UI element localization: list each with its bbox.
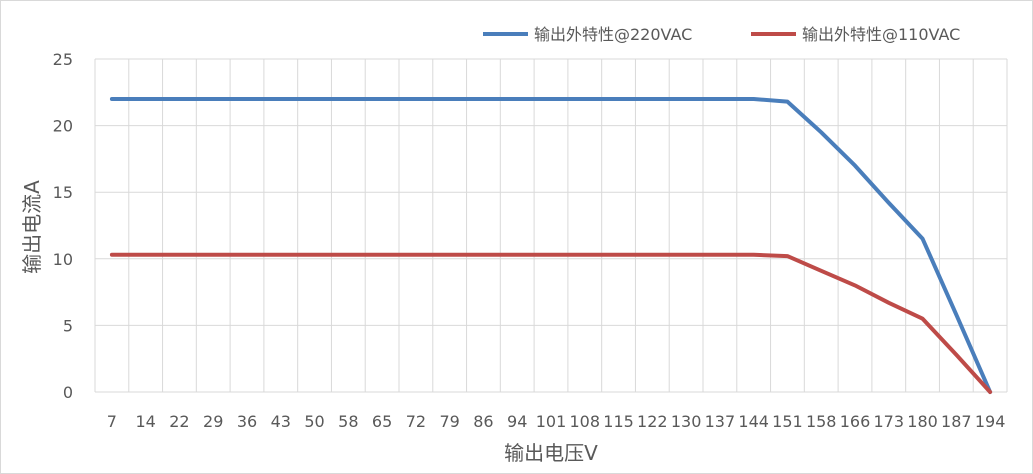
- y-tick-label-0: 0: [63, 383, 73, 402]
- y-axis-title: 输出电流A: [20, 180, 44, 274]
- x-tick-label-4: 36: [237, 412, 257, 431]
- y-tick-label-5: 25: [53, 50, 73, 69]
- x-tick-label-2: 22: [169, 412, 189, 431]
- x-axis-ticks: 7 14 22 29 36 43 50 58 65 72 79 86 94 101 108 115 122 130…: [107, 412, 1006, 431]
- y-axis-ticks: 0 5 10 15 20 25: [53, 50, 73, 402]
- y-tick-label-1: 5: [63, 316, 73, 335]
- series-line-0: [109, 97, 993, 394]
- x-tick-label-26: 194: [975, 412, 1006, 431]
- x-tick-label-21: 158: [806, 412, 837, 431]
- series-line-1: [109, 252, 993, 394]
- x-tick-label-1: 14: [135, 412, 155, 431]
- x-axis-title: 输出电压V: [504, 441, 598, 465]
- x-tick-label-7: 58: [338, 412, 358, 431]
- y-tick-label-2: 10: [53, 250, 73, 269]
- y-tick-label-3: 15: [53, 183, 73, 202]
- x-tick-label-22: 166: [840, 412, 871, 431]
- x-tick-label-13: 101: [536, 412, 567, 431]
- x-tick-label-15: 115: [603, 412, 634, 431]
- grid-lines: [94, 58, 1008, 393]
- x-tick-label-9: 72: [406, 412, 426, 431]
- x-tick-label-11: 86: [473, 412, 493, 431]
- legend-label-110vac: 输出外特性@110VAC: [802, 25, 960, 44]
- x-tick-label-8: 65: [372, 412, 392, 431]
- legend-label-220vac: 输出外特性@220VAC: [534, 25, 692, 44]
- x-tick-label-3: 29: [203, 412, 223, 431]
- legend: 输出外特性@220VAC 输出外特性@110VAC: [483, 25, 960, 44]
- x-tick-label-25: 187: [941, 412, 972, 431]
- x-tick-label-23: 173: [874, 412, 905, 431]
- x-tick-label-6: 50: [304, 412, 324, 431]
- x-tick-label-10: 79: [439, 412, 459, 431]
- x-tick-label-20: 151: [772, 412, 803, 431]
- x-tick-label-16: 122: [637, 412, 668, 431]
- x-tick-label-24: 180: [907, 412, 938, 431]
- x-tick-label-0: 7: [107, 412, 117, 431]
- x-tick-label-5: 43: [271, 412, 291, 431]
- x-tick-label-18: 137: [705, 412, 736, 431]
- x-tick-label-19: 144: [738, 412, 769, 431]
- x-tick-label-17: 130: [671, 412, 702, 431]
- x-tick-label-12: 94: [507, 412, 527, 431]
- series-lines: [109, 97, 993, 394]
- x-tick-label-14: 108: [570, 412, 601, 431]
- y-tick-label-4: 20: [53, 117, 73, 136]
